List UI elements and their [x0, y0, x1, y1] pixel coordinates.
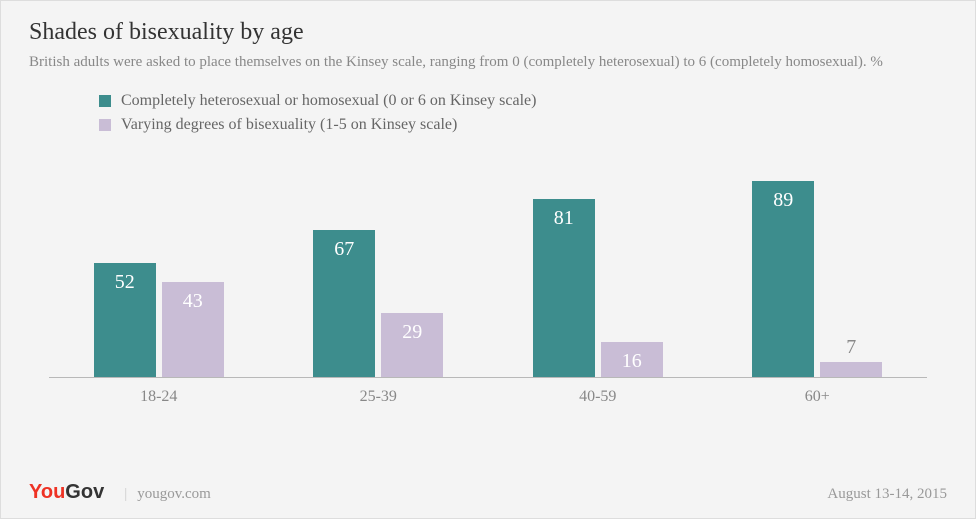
legend: Completely heterosexual or homosexual (0… — [99, 92, 947, 134]
chart-subtitle: British adults were asked to place thems… — [29, 52, 909, 72]
bar-series1: 52 — [94, 263, 156, 377]
chart-card: Shades of bisexuality by age British adu… — [0, 0, 976, 519]
footer-divider: | — [124, 486, 127, 503]
bar-value-label: 81 — [533, 207, 595, 230]
bar-chart: 52 43 67 29 81 16 89 7 18-2425-3940-5960+ — [49, 158, 927, 408]
bar-value-label: 52 — [94, 271, 156, 294]
legend-label-2: Varying degrees of bisexuality (1-5 on K… — [121, 116, 457, 134]
footer-left: YouGov | yougov.com — [29, 481, 211, 504]
plot-area: 52 43 67 29 81 16 89 7 — [49, 158, 927, 378]
bar-series2: 43 — [162, 282, 224, 377]
legend-item-2: Varying degrees of bisexuality (1-5 on K… — [99, 116, 947, 134]
bar-series2: 29 — [381, 313, 443, 377]
bar-group: 89 7 — [708, 181, 928, 377]
bar-series2: 16 — [601, 342, 663, 377]
x-axis-label: 25-39 — [269, 388, 489, 406]
footer-site: yougov.com — [137, 486, 211, 503]
legend-swatch-2 — [99, 119, 111, 131]
yougov-logo: YouGov — [29, 481, 104, 504]
logo-gov: Gov — [65, 481, 104, 504]
bar-value-label: 16 — [601, 350, 663, 373]
bar-group: 52 43 — [49, 263, 269, 377]
bar-group: 81 16 — [488, 199, 708, 377]
legend-item-1: Completely heterosexual or homosexual (0… — [99, 92, 947, 110]
bar-value-label: 43 — [162, 290, 224, 313]
legend-swatch-1 — [99, 95, 111, 107]
bar-series2: 7 — [820, 362, 882, 377]
x-axis-label: 40-59 — [488, 388, 708, 406]
bar-value-label: 7 — [820, 336, 882, 359]
bar-value-label: 29 — [381, 321, 443, 344]
bar-series1: 67 — [313, 230, 375, 377]
bar-series1: 89 — [752, 181, 814, 377]
footer: YouGov | yougov.com August 13-14, 2015 — [29, 481, 947, 504]
chart-title: Shades of bisexuality by age — [29, 19, 947, 46]
bar-group: 67 29 — [269, 230, 489, 377]
footer-date: August 13-14, 2015 — [827, 486, 947, 503]
bar-series1: 81 — [533, 199, 595, 377]
legend-label-1: Completely heterosexual or homosexual (0… — [121, 92, 536, 110]
bar-value-label: 67 — [313, 238, 375, 261]
x-axis-label: 18-24 — [49, 388, 269, 406]
logo-you: You — [29, 481, 65, 504]
x-axis-label: 60+ — [708, 388, 928, 406]
bar-value-label: 89 — [752, 189, 814, 212]
x-axis-labels: 18-2425-3940-5960+ — [49, 388, 927, 406]
